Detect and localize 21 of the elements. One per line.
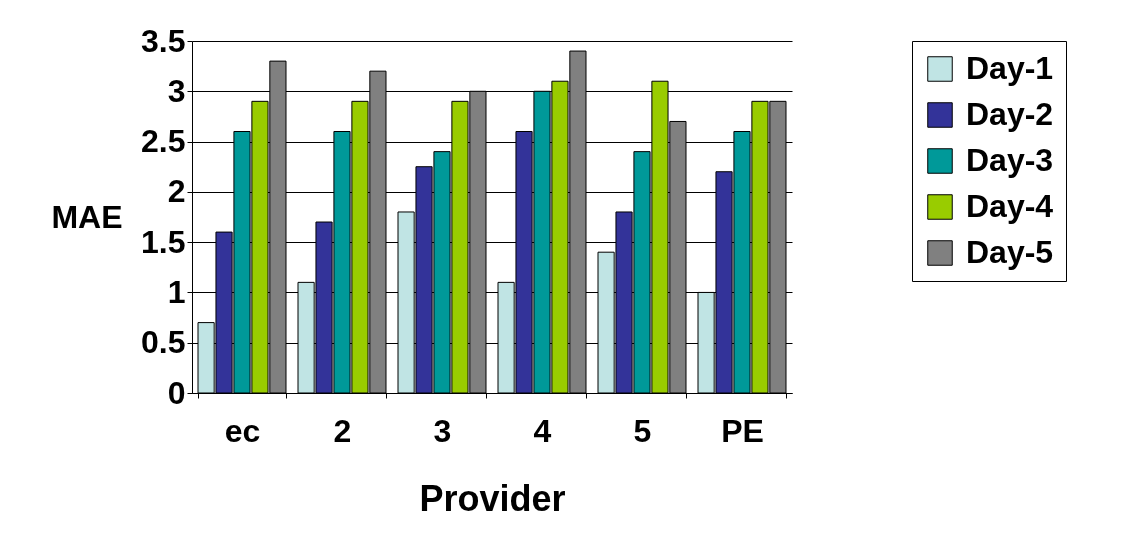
legend-label: Day-5	[966, 234, 1054, 270]
x-tick-label: PE	[721, 412, 764, 449]
x-axis-title: Provider	[419, 477, 566, 519]
y-tick-label: 0.5	[141, 324, 186, 361]
x-tick-label: 3	[433, 412, 452, 449]
x-tick-label: 4	[533, 412, 552, 449]
y-tick-label: 1	[167, 273, 186, 310]
y-tick-label: 3.5	[141, 22, 186, 59]
y-tick-label: 0	[167, 374, 186, 411]
y-tick-label: 3	[167, 72, 186, 109]
legend-label: Day-2	[966, 96, 1054, 132]
x-tick-label: 5	[633, 412, 652, 449]
legend-label: Day-3	[966, 142, 1054, 178]
y-tick-label: 2	[167, 173, 186, 210]
y-tick-label: 2.5	[141, 123, 186, 160]
legend-label: Day-1	[966, 50, 1054, 86]
y-axis-title: MAE	[51, 198, 123, 235]
legend-label: Day-4	[966, 188, 1054, 224]
y-tick-label: 1.5	[141, 223, 186, 260]
x-tick-label: 2	[333, 412, 352, 449]
x-tick-label: ec	[224, 412, 261, 449]
